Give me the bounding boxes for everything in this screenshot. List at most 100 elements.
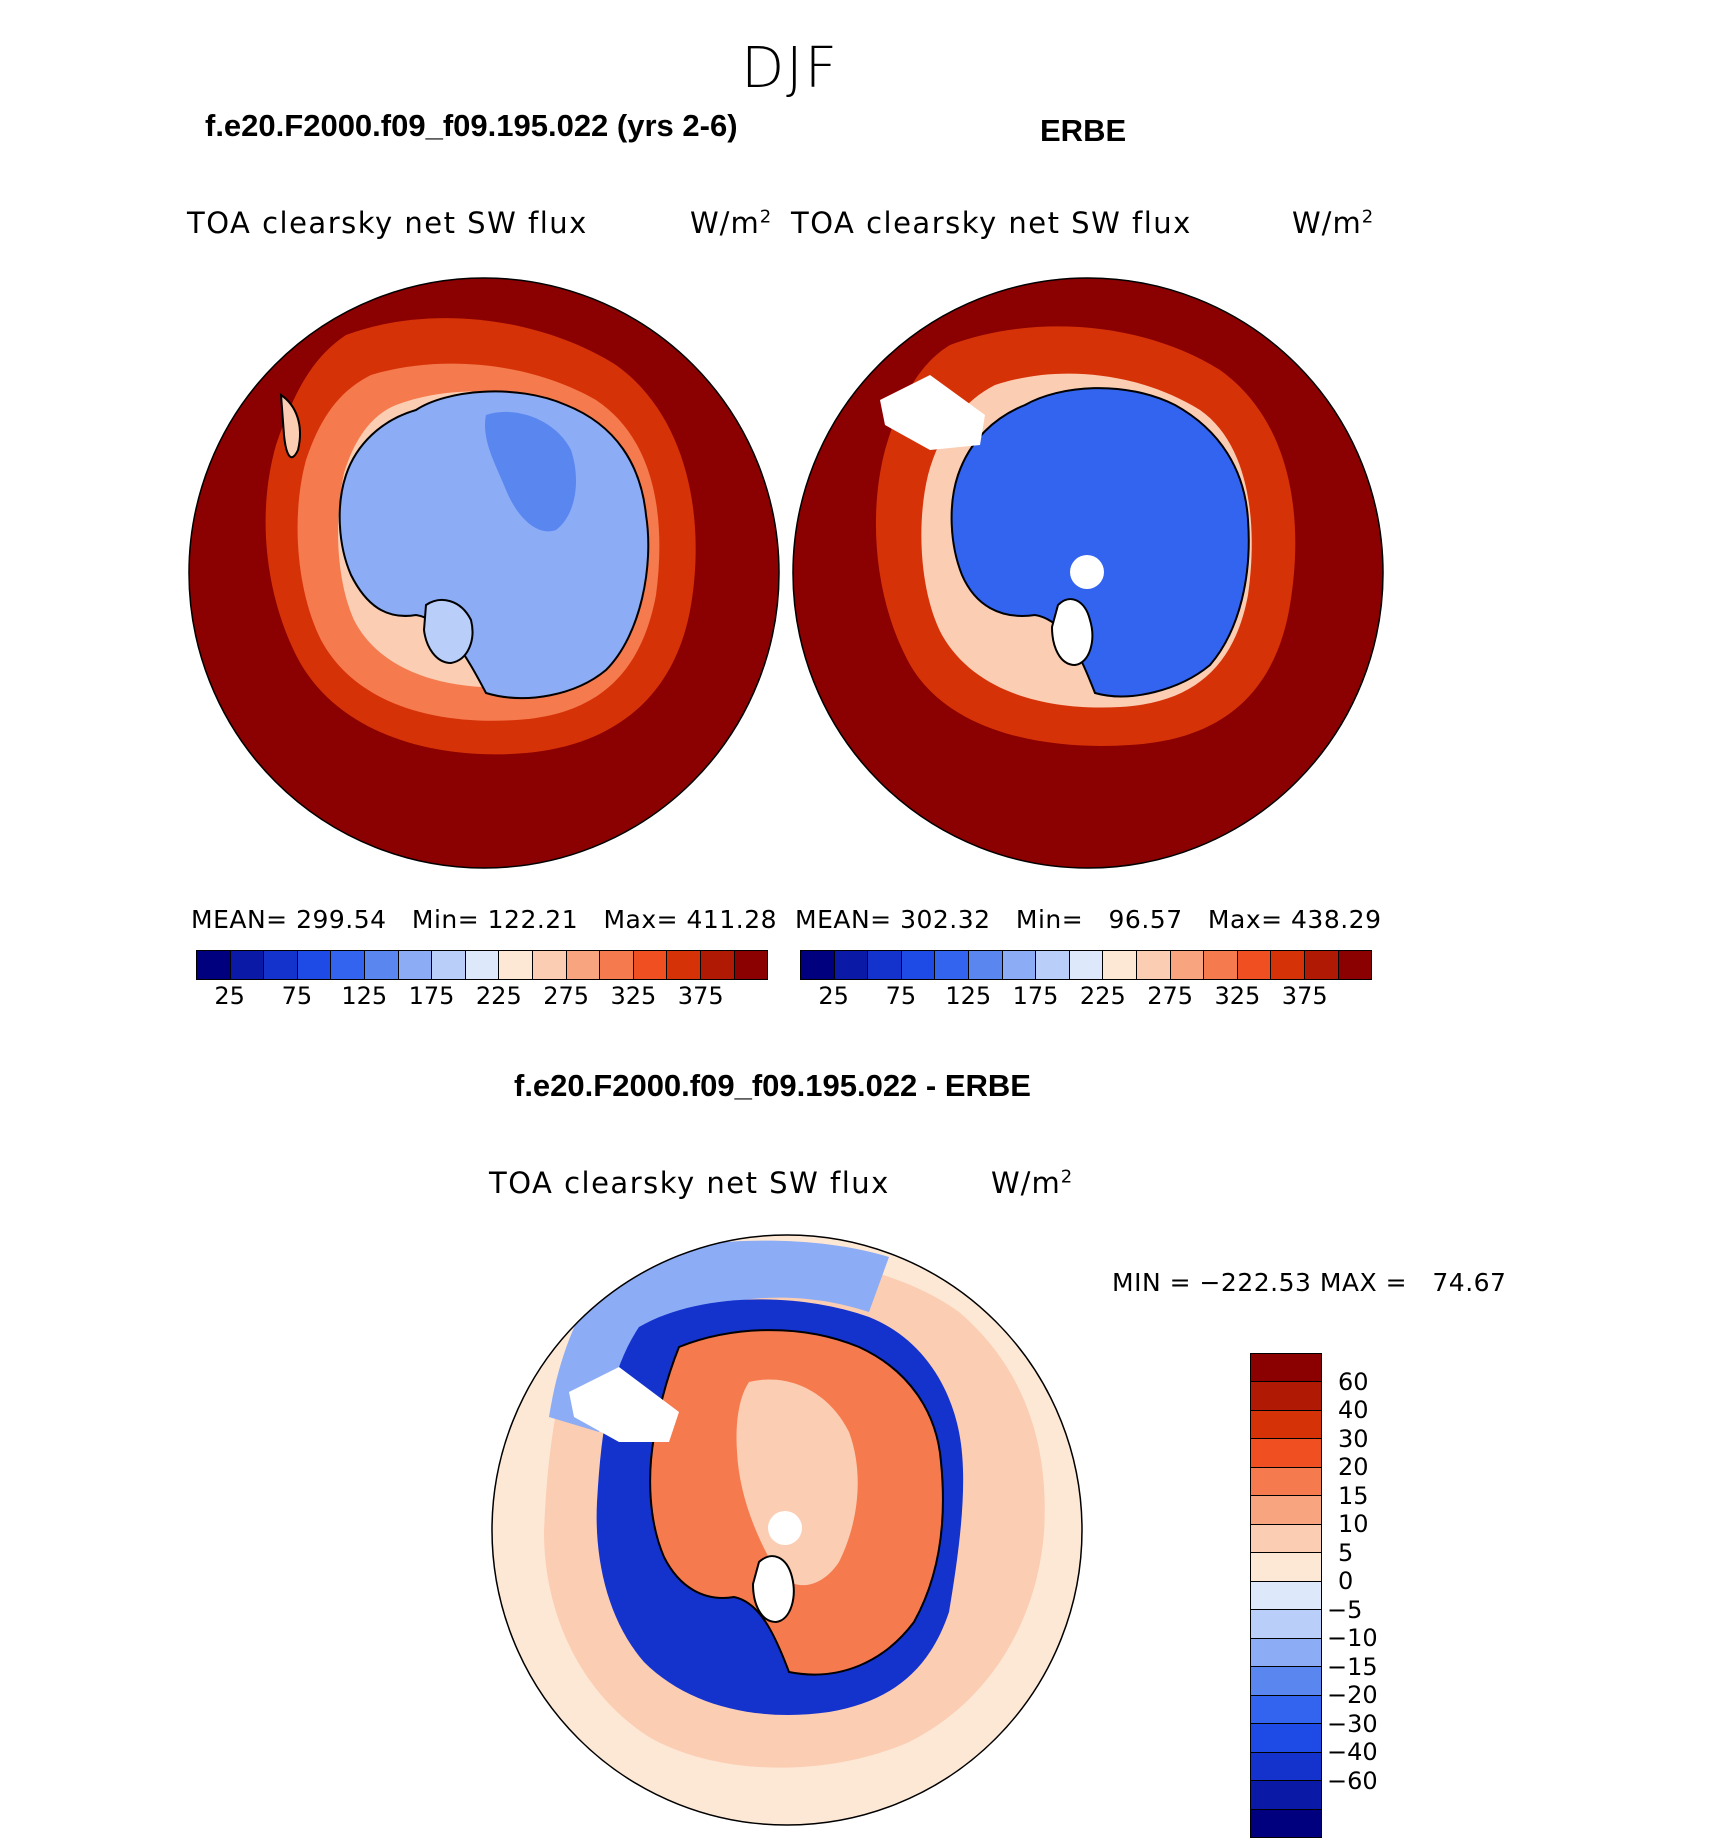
obs-colorbar-swatch bbox=[1170, 951, 1205, 979]
model-colorbar-swatch bbox=[331, 951, 365, 979]
model-colorbar-swatch bbox=[499, 951, 533, 979]
diff-colorbar-label: −20 bbox=[1327, 1681, 1378, 1710]
obs-case-title: ERBE bbox=[1040, 113, 1127, 148]
diff-colorbar-label: 60 bbox=[1338, 1367, 1369, 1396]
model-colorbar-swatch bbox=[297, 951, 332, 979]
obs-colorbar-tick: 375 bbox=[1281, 982, 1328, 1010]
obs-antarctica-continent bbox=[950, 387, 1250, 698]
diff-colorbar-label: 40 bbox=[1338, 1396, 1369, 1425]
model-colorbar-swatch bbox=[600, 951, 634, 979]
diff-colorbar-label: 20 bbox=[1338, 1453, 1369, 1482]
obs-colorbar-swatch bbox=[1237, 951, 1272, 979]
diff-colorbar-swatch bbox=[1251, 1354, 1321, 1383]
diff-interior-warm bbox=[736, 1379, 858, 1586]
diff-polar-map bbox=[491, 1234, 1083, 1826]
obs-polar-gap bbox=[1070, 555, 1104, 589]
diff-colorbar-swatch bbox=[1251, 1496, 1321, 1525]
diff-colorbar-label: 15 bbox=[1338, 1481, 1369, 1510]
diff-colorbar-label: 5 bbox=[1338, 1538, 1354, 1567]
model-colorbar-tick: 75 bbox=[281, 982, 313, 1010]
diff-colorbar-swatch bbox=[1251, 1809, 1321, 1837]
diff-units-label: W/m2 bbox=[991, 1166, 1074, 1200]
obs-colorbar-tick: 75 bbox=[885, 982, 917, 1010]
model-polar-map bbox=[188, 277, 780, 869]
model-colorbar-swatch bbox=[197, 951, 231, 979]
model-colorbar-tick: 175 bbox=[408, 982, 455, 1010]
diff-colorbar-swatch bbox=[1251, 1467, 1321, 1497]
model-colorbar-swatch bbox=[633, 951, 668, 979]
obs-colorbar-swatch bbox=[868, 951, 902, 979]
diff-colorbar bbox=[1250, 1353, 1322, 1838]
diff-variable-label: TOA clearsky net SW flux bbox=[489, 1166, 890, 1200]
model-variable-label: TOA clearsky net SW flux bbox=[187, 206, 588, 240]
obs-colorbar-tick: 325 bbox=[1214, 982, 1261, 1010]
obs-colorbar-swatch bbox=[1271, 951, 1305, 979]
obs-stats: MEAN= 302.32 Min= 96.57 Max= 438.29 bbox=[795, 905, 1382, 934]
obs-colorbar-ticks: 25 75 125 175 225 275 325 375 bbox=[800, 982, 1372, 1012]
diff-colorbar-swatch bbox=[1251, 1524, 1321, 1554]
model-colorbar bbox=[196, 950, 768, 980]
diff-colorbar-label: 0 bbox=[1338, 1567, 1354, 1596]
obs-colorbar-swatch bbox=[1136, 951, 1171, 979]
diff-colorbar-swatch bbox=[1251, 1610, 1321, 1639]
model-interior-low-flux bbox=[485, 411, 576, 532]
model-colorbar-tick: 225 bbox=[475, 982, 522, 1010]
model-colorbar-swatch bbox=[364, 951, 399, 979]
model-colorbar-swatch bbox=[566, 951, 601, 979]
obs-colorbar-swatch bbox=[1304, 951, 1339, 979]
obs-colorbar-swatch bbox=[1338, 951, 1372, 979]
obs-colorbar-swatch bbox=[801, 951, 835, 979]
diff-minmax: MIN = −222.53 MAX = 74.67 bbox=[1112, 1268, 1507, 1297]
season-title: DJF bbox=[741, 36, 839, 101]
model-colorbar-swatch bbox=[230, 951, 265, 979]
obs-colorbar-swatch bbox=[1069, 951, 1104, 979]
obs-colorbar-swatch bbox=[968, 951, 1003, 979]
obs-colorbar-tick: 25 bbox=[818, 982, 849, 1010]
model-colorbar-swatch bbox=[700, 951, 735, 979]
model-colorbar-swatch bbox=[465, 951, 500, 979]
model-colorbar-swatch bbox=[398, 951, 433, 979]
diff-colorbar-swatch bbox=[1251, 1638, 1321, 1668]
obs-colorbar-swatch bbox=[1103, 951, 1137, 979]
obs-colorbar-swatch bbox=[1204, 951, 1238, 979]
diff-colorbar-swatch bbox=[1251, 1781, 1321, 1810]
diff-colorbar-label: 30 bbox=[1338, 1424, 1369, 1453]
model-colorbar-tick: 275 bbox=[543, 982, 590, 1010]
obs-colorbar-tick: 175 bbox=[1012, 982, 1059, 1010]
model-colorbar-tick: 25 bbox=[214, 982, 245, 1010]
obs-variable-label: TOA clearsky net SW flux bbox=[791, 206, 1192, 240]
model-colorbar-tick: 325 bbox=[610, 982, 657, 1010]
diff-colorbar-label: 10 bbox=[1338, 1510, 1369, 1539]
diff-cool-band-north bbox=[549, 1240, 889, 1432]
obs-colorbar bbox=[800, 950, 1372, 980]
diff-colorbar-label: −5 bbox=[1327, 1595, 1363, 1624]
model-colorbar-swatch bbox=[734, 951, 768, 979]
model-units-label: W/m2 bbox=[690, 206, 773, 240]
model-colorbar-swatch bbox=[532, 951, 567, 979]
model-colorbar-swatch bbox=[432, 951, 466, 979]
model-colorbar-tick: 125 bbox=[341, 982, 388, 1010]
model-stats: MEAN= 299.54 Min= 122.21 Max= 411.28 bbox=[191, 905, 778, 934]
diff-polar-gap bbox=[768, 1511, 802, 1545]
obs-colorbar-swatch bbox=[935, 951, 969, 979]
model-colorbar-ticks: 25 75 125 175 225 275 325 375 bbox=[196, 982, 768, 1012]
model-colorbar-swatch bbox=[667, 951, 701, 979]
obs-colorbar-swatch bbox=[1002, 951, 1037, 979]
diff-colorbar-label: −40 bbox=[1327, 1738, 1378, 1767]
model-colorbar-tick: 375 bbox=[677, 982, 724, 1010]
diff-ross-gap bbox=[751, 1555, 795, 1624]
diff-colorbar-swatch bbox=[1251, 1410, 1321, 1440]
diff-colorbar-swatch bbox=[1251, 1553, 1321, 1582]
obs-colorbar-swatch bbox=[834, 951, 869, 979]
obs-polar-map bbox=[792, 277, 1384, 869]
diff-colorbar-swatch bbox=[1251, 1439, 1321, 1468]
obs-colorbar-tick: 125 bbox=[945, 982, 992, 1010]
model-peninsula bbox=[279, 393, 302, 459]
model-case-title: f.e20.F2000.f09_f09.195.022 (yrs 2-6) bbox=[205, 108, 738, 143]
model-colorbar-swatch bbox=[264, 951, 298, 979]
obs-peninsula-gap bbox=[880, 375, 985, 450]
diff-colorbar-label: −60 bbox=[1327, 1766, 1378, 1795]
obs-units-label: W/m2 bbox=[1292, 206, 1375, 240]
diff-colorbar-label: −10 bbox=[1327, 1624, 1378, 1653]
diff-colorbar-label: −15 bbox=[1327, 1652, 1378, 1681]
